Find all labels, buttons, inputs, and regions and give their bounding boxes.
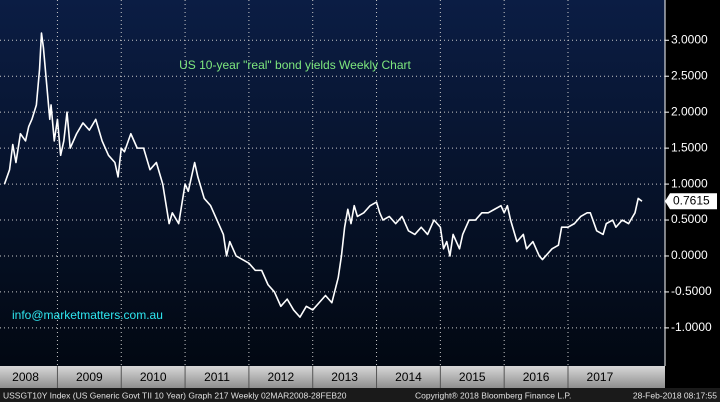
- last-value-flag: [665, 193, 717, 210]
- footer-left: USSGT10Y Index (US Generic Govt TII 10 Y…: [3, 390, 347, 400]
- y-tick-label: 2.5000: [671, 68, 708, 82]
- x-tick-label: 2013: [331, 370, 358, 384]
- x-tick-label: 2015: [459, 370, 486, 384]
- x-axis-band: [0, 366, 665, 388]
- x-tick-label: 2014: [395, 370, 422, 384]
- footer-middle: Copyright® 2018 Bloomberg Finance L.P.: [415, 390, 571, 400]
- x-tick-label: 2016: [523, 370, 550, 384]
- y-tick-label: 1.0000: [671, 176, 708, 190]
- x-tick-label: 2010: [140, 370, 167, 384]
- footer-right: 28-Feb-2018 08:17:55: [633, 390, 717, 400]
- x-tick-label: 2009: [76, 370, 103, 384]
- series-line: [3, 32, 643, 318]
- last-value-label: 0.7615: [673, 193, 710, 207]
- y-tick-label: -0.5000: [671, 284, 712, 298]
- chart-title: US 10-year "real" bond yields Weekly Cha…: [179, 58, 411, 72]
- annotation: info@marketmatters.com.au: [12, 308, 163, 322]
- y-tick-label: -1.0000: [671, 320, 712, 334]
- y-tick-label: 0.0000: [671, 248, 708, 262]
- y-tick-label: 0.5000: [671, 212, 708, 226]
- x-tick-label: 2011: [204, 370, 230, 384]
- x-tick-label: 2017: [587, 370, 614, 384]
- footer-band: [0, 388, 720, 402]
- y-tick-label: 3.0000: [671, 32, 708, 46]
- x-tick-label: 2012: [267, 370, 294, 384]
- plot-background: [0, 0, 665, 366]
- y-tick-label: 2.0000: [671, 104, 708, 118]
- x-tick-label: 2008: [12, 370, 39, 384]
- y-tick-label: 1.5000: [671, 140, 708, 154]
